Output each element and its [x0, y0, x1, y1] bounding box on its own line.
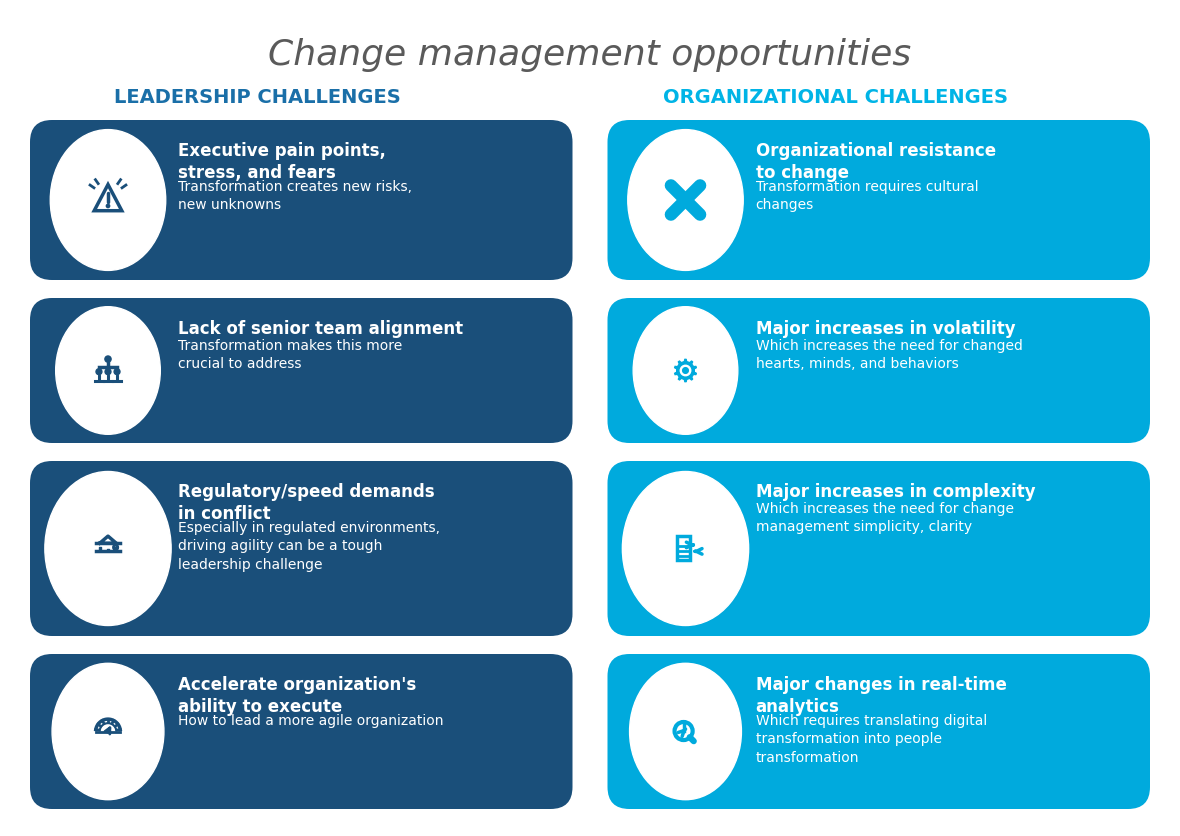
Ellipse shape	[634, 307, 738, 434]
Circle shape	[114, 369, 120, 375]
Text: ORGANIZATIONAL CHALLENGES: ORGANIZATIONAL CHALLENGES	[663, 88, 1008, 107]
FancyBboxPatch shape	[30, 461, 572, 636]
Text: Transformation requires cultural
changes: Transformation requires cultural changes	[755, 180, 978, 212]
Circle shape	[105, 356, 111, 362]
Ellipse shape	[622, 472, 748, 625]
Circle shape	[106, 204, 110, 207]
Text: Especially in regulated environments,
driving agility can be a tough
leadership : Especially in regulated environments, dr…	[178, 521, 440, 572]
FancyBboxPatch shape	[30, 298, 572, 443]
Text: Major changes in real-time
analytics: Major changes in real-time analytics	[755, 676, 1007, 716]
Ellipse shape	[52, 663, 164, 800]
Text: Regulatory/speed demands
in conflict: Regulatory/speed demands in conflict	[178, 483, 434, 523]
FancyBboxPatch shape	[608, 298, 1150, 443]
Ellipse shape	[630, 663, 741, 800]
Text: Which increases the need for changed
hearts, minds, and behaviors: Which increases the need for changed hea…	[755, 339, 1022, 371]
FancyBboxPatch shape	[608, 120, 1150, 280]
Polygon shape	[675, 359, 696, 382]
Circle shape	[683, 368, 688, 374]
Text: Which requires translating digital
transformation into people
transformation: Which requires translating digital trans…	[755, 714, 986, 765]
Bar	[677, 536, 689, 560]
Text: Transformation creates new risks,
new unknowns: Transformation creates new risks, new un…	[178, 180, 412, 212]
Ellipse shape	[51, 130, 165, 270]
Text: Executive pain points,
stress, and fears: Executive pain points, stress, and fears	[178, 142, 386, 182]
FancyBboxPatch shape	[608, 461, 1150, 636]
Ellipse shape	[55, 307, 160, 434]
Text: How to lead a more agile organization: How to lead a more agile organization	[178, 714, 444, 728]
Ellipse shape	[628, 130, 743, 270]
Text: Transformation makes this more
crucial to address: Transformation makes this more crucial t…	[178, 339, 402, 371]
Text: Lack of senior team alignment: Lack of senior team alignment	[178, 320, 463, 338]
Circle shape	[96, 369, 101, 375]
FancyBboxPatch shape	[30, 120, 572, 280]
Circle shape	[106, 730, 110, 733]
Circle shape	[680, 365, 690, 375]
FancyBboxPatch shape	[30, 654, 572, 809]
Text: Change management opportunities: Change management opportunities	[268, 38, 912, 72]
Ellipse shape	[45, 472, 171, 625]
Circle shape	[105, 369, 111, 375]
Text: Major increases in complexity: Major increases in complexity	[755, 483, 1035, 501]
Text: Organizational resistance
to change: Organizational resistance to change	[755, 142, 996, 182]
Text: LEADERSHIP CHALLENGES: LEADERSHIP CHALLENGES	[114, 88, 401, 107]
Text: Major increases in volatility: Major increases in volatility	[755, 320, 1015, 338]
Text: Accelerate organization's
ability to execute: Accelerate organization's ability to exe…	[178, 676, 417, 716]
FancyBboxPatch shape	[608, 654, 1150, 809]
Text: Which increases the need for change
management simplicity, clarity: Which increases the need for change mana…	[755, 502, 1014, 534]
